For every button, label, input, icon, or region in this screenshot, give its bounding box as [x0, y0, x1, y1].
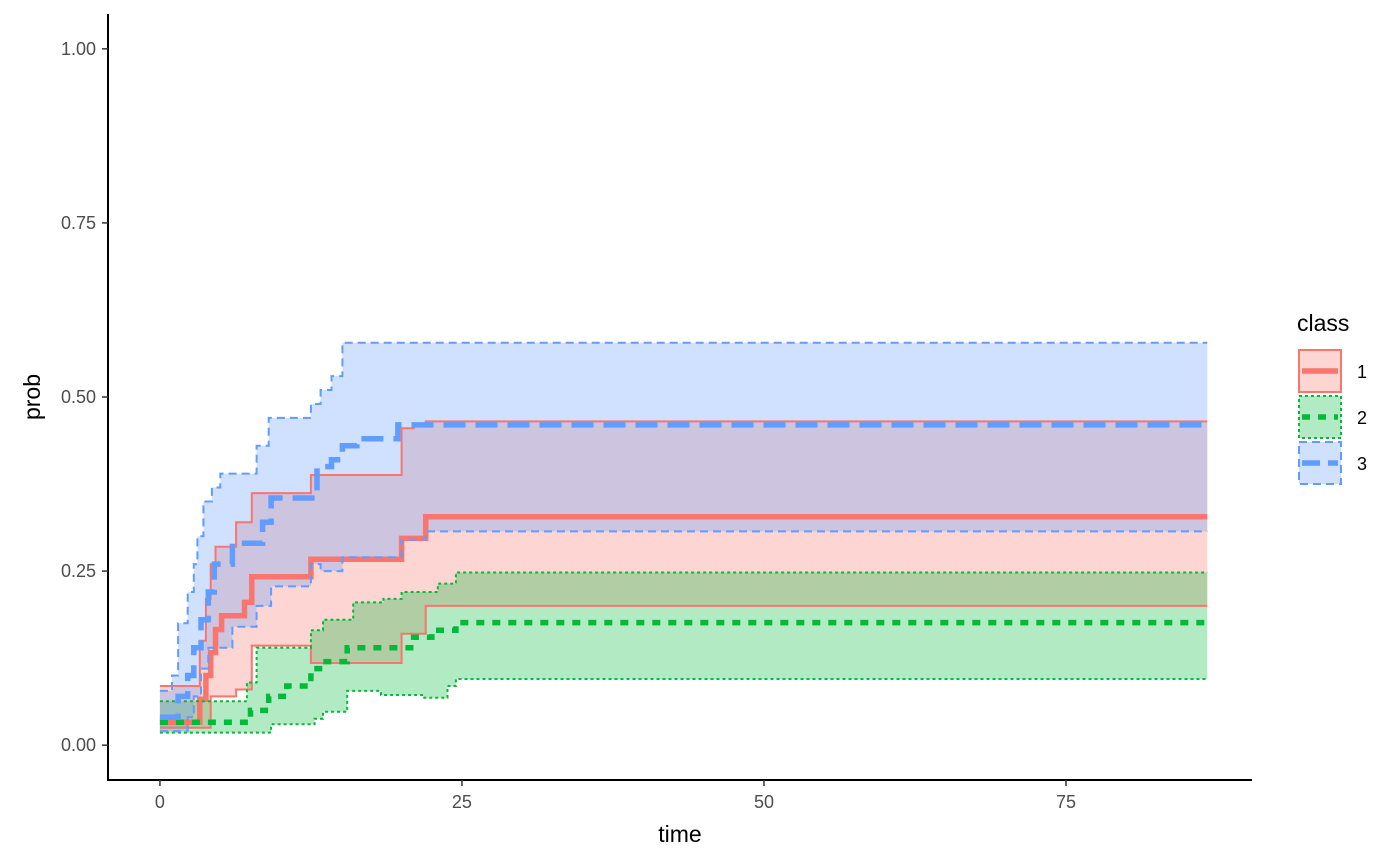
x-tick-label: 0	[155, 792, 165, 812]
x-tick-label: 75	[1056, 792, 1076, 812]
y-ticks: 0.00 0.25 0.50 0.75 1.00	[61, 39, 108, 755]
legend-title: class	[1297, 310, 1349, 336]
ci-upper-line-class-2	[159, 571, 1208, 703]
x-axis-title: time	[658, 821, 701, 847]
ci-lower-line-class-2	[159, 678, 1208, 734]
legend-label-class-1: 1	[1357, 362, 1367, 382]
y-axis-title: prob	[19, 374, 45, 420]
x-ticks: 0 25 50 75	[155, 780, 1076, 812]
legend-label-class-2: 2	[1357, 408, 1367, 428]
x-tick-label: 25	[452, 792, 472, 812]
y-tick-label: 0.00	[61, 735, 96, 755]
ribbon-class-1	[159, 421, 1208, 728]
y-tick-label: 1.00	[61, 39, 96, 59]
legend-item-class-2: 2	[1298, 395, 1367, 439]
ci-upper-line-class-3	[159, 341, 1208, 692]
x-tick-label: 50	[754, 792, 774, 812]
ribbon-class-2	[159, 572, 1208, 733]
legend-item-class-1: 1	[1298, 349, 1367, 393]
legend: class 1 2 3	[1297, 310, 1367, 485]
series-lines	[159, 341, 1208, 734]
legend-item-class-3: 3	[1298, 441, 1367, 485]
ribbon-class-3	[159, 342, 1208, 732]
ci-lower-line-class-3	[159, 530, 1208, 733]
ci-lower-line-class-1	[159, 604, 1208, 729]
legend-items: 1 2 3	[1298, 349, 1367, 485]
y-tick-label: 0.25	[61, 561, 96, 581]
legend-label-class-3: 3	[1357, 454, 1367, 474]
y-tick-label: 0.50	[61, 387, 96, 407]
estimate-line-class-3	[159, 422, 1208, 721]
confidence-ribbons	[159, 342, 1208, 733]
y-tick-label: 0.75	[61, 213, 96, 233]
axes: 0.00 0.25 0.50 0.75 1.00 0 25 50 75 time prob	[19, 14, 1252, 847]
